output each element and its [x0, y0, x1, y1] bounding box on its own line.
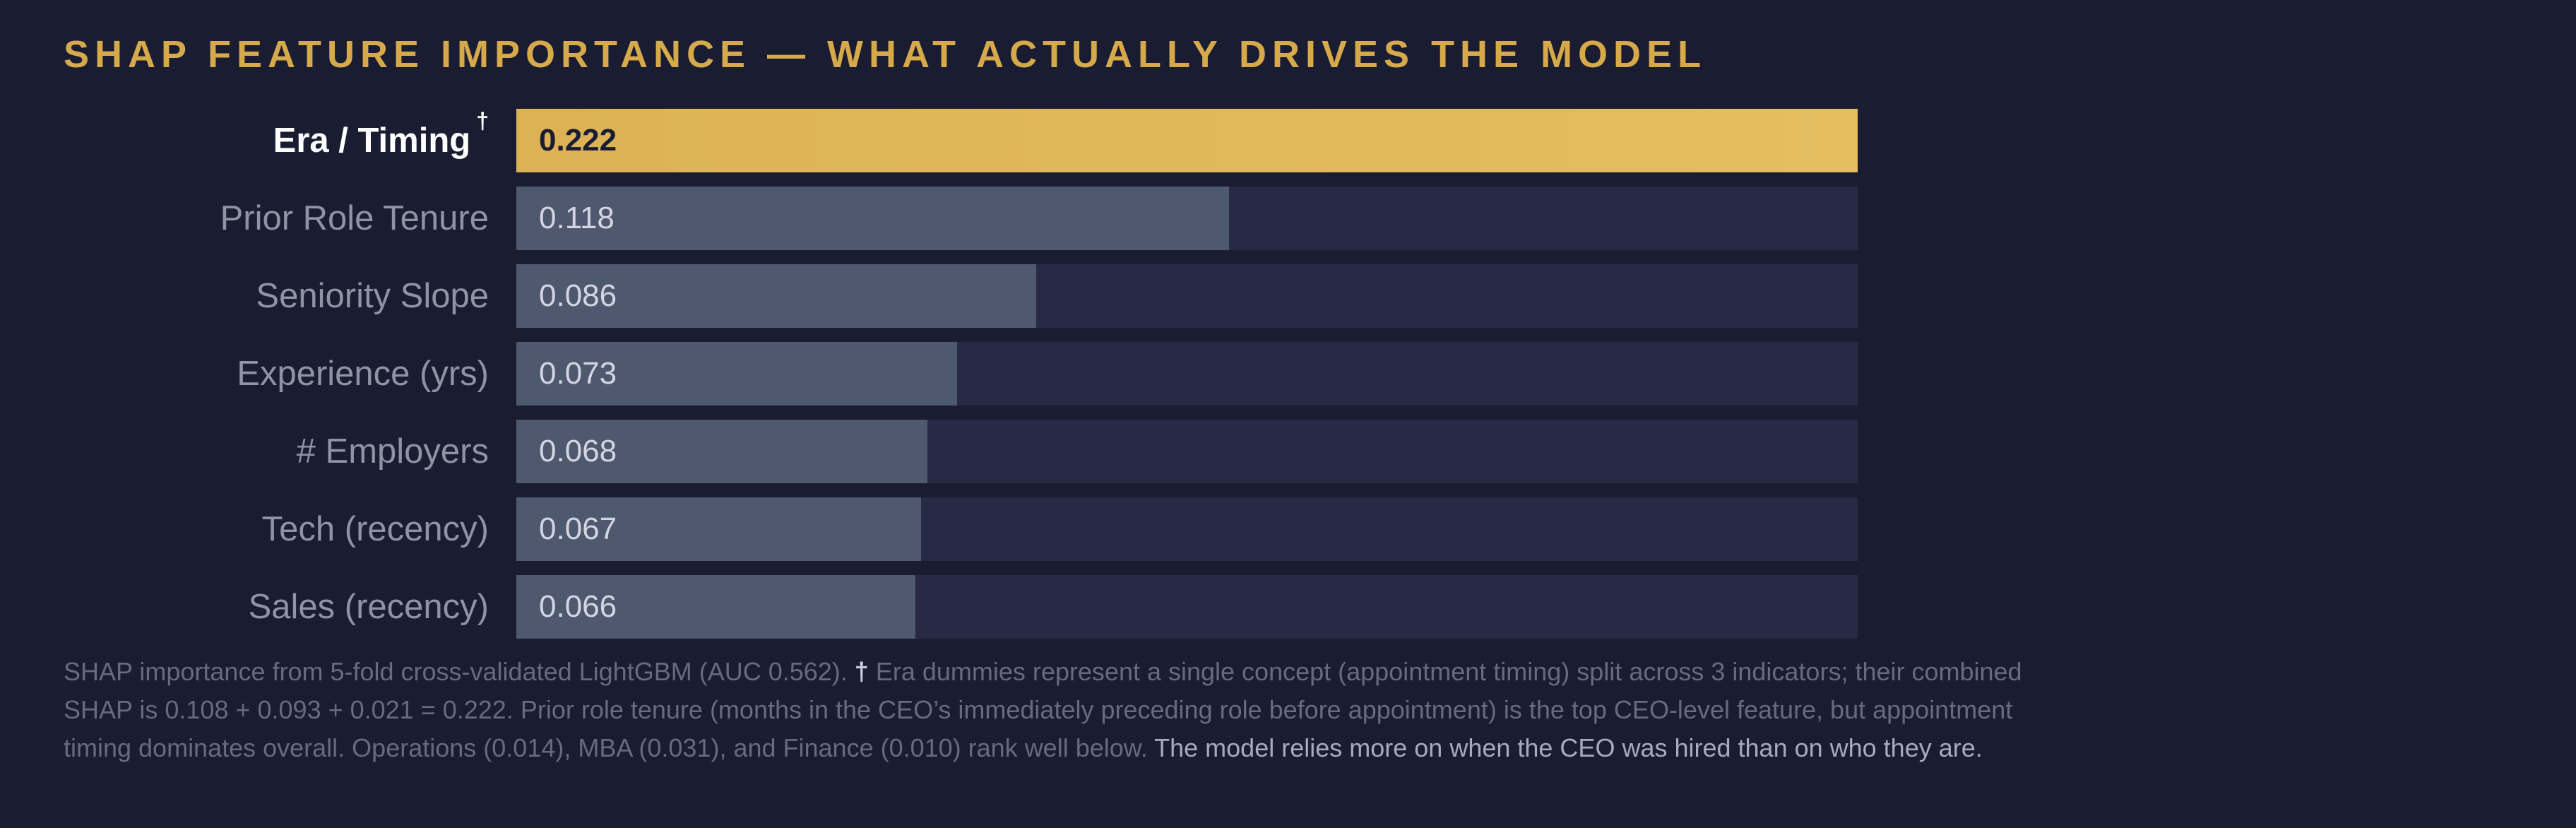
bar-fill: 0.068 [516, 420, 927, 483]
chart-row: Seniority Slope 0.086 [0, 264, 1858, 328]
footnote-emphasis: The model relies more on when the CEO wa… [1154, 733, 1983, 762]
chart-row: Experience (yrs) 0.073 [0, 342, 1858, 406]
bar-chart: Era / Timing† 0.222 Prior Role Tenure 0.118… [0, 109, 1858, 653]
bar-track: 0.086 [516, 264, 1858, 328]
bar-value: 0.086 [539, 278, 617, 313]
chart-title: SHAP FEATURE IMPORTANCE — WHAT ACTUALLY … [64, 33, 1707, 76]
bar-track: 0.118 [516, 187, 1858, 250]
bar-track: 0.073 [516, 342, 1858, 406]
bar-fill: 0.066 [516, 575, 915, 639]
row-label: Experience (yrs) [237, 355, 489, 393]
footnote-line-1: SHAP importance from 5-fold cross-valida… [64, 653, 2022, 691]
bar-value: 0.066 [539, 589, 617, 624]
footnote-line-3: timing dominates overall. Operations (0.… [64, 729, 2022, 767]
bar-value: 0.068 [539, 434, 617, 468]
bar-fill: 0.073 [516, 342, 958, 406]
bar-fill: 0.222 [516, 109, 1858, 172]
row-label: Tech (recency) [261, 510, 489, 548]
bar-track: 0.222 [516, 109, 1858, 172]
dagger-symbol: † [854, 657, 869, 686]
row-label: Seniority Slope [256, 277, 489, 315]
chart-row: # Employers 0.068 [0, 420, 1858, 483]
bar-track: 0.066 [516, 575, 1858, 639]
chart-row: Prior Role Tenure 0.118 [0, 187, 1858, 250]
bar-fill: 0.118 [516, 187, 1230, 250]
bar-fill: 0.086 [516, 264, 1036, 328]
row-label: # Employers [296, 432, 489, 471]
bar-value: 0.118 [539, 201, 615, 235]
footnote-text: SHAP importance from 5-fold cross-valida… [64, 657, 855, 686]
row-label: Era / Timing† [273, 107, 489, 160]
bar-value: 0.222 [539, 123, 617, 158]
chart-row: Tech (recency) 0.067 [0, 497, 1858, 561]
row-label: Prior Role Tenure [220, 199, 489, 237]
bar-fill: 0.067 [516, 497, 922, 561]
chart-row: Sales (recency) 0.066 [0, 575, 1858, 639]
bar-track: 0.068 [516, 420, 1858, 483]
footnote-line-2: SHAP is 0.108 + 0.093 + 0.021 = 0.222. P… [64, 695, 2013, 724]
dagger-symbol: † [476, 107, 489, 134]
bar-track: 0.067 [516, 497, 1858, 561]
footnote-text: Era dummies represent a single concept (… [868, 657, 2022, 686]
row-label: Sales (recency) [248, 588, 489, 626]
bar-value: 0.067 [539, 511, 617, 546]
footnote-text: timing dominates overall. Operations (0.… [64, 733, 1155, 762]
bar-value: 0.073 [539, 356, 617, 391]
chart-row: Era / Timing† 0.222 [0, 109, 1858, 172]
footnote: SHAP importance from 5-fold cross-valida… [64, 653, 2022, 767]
